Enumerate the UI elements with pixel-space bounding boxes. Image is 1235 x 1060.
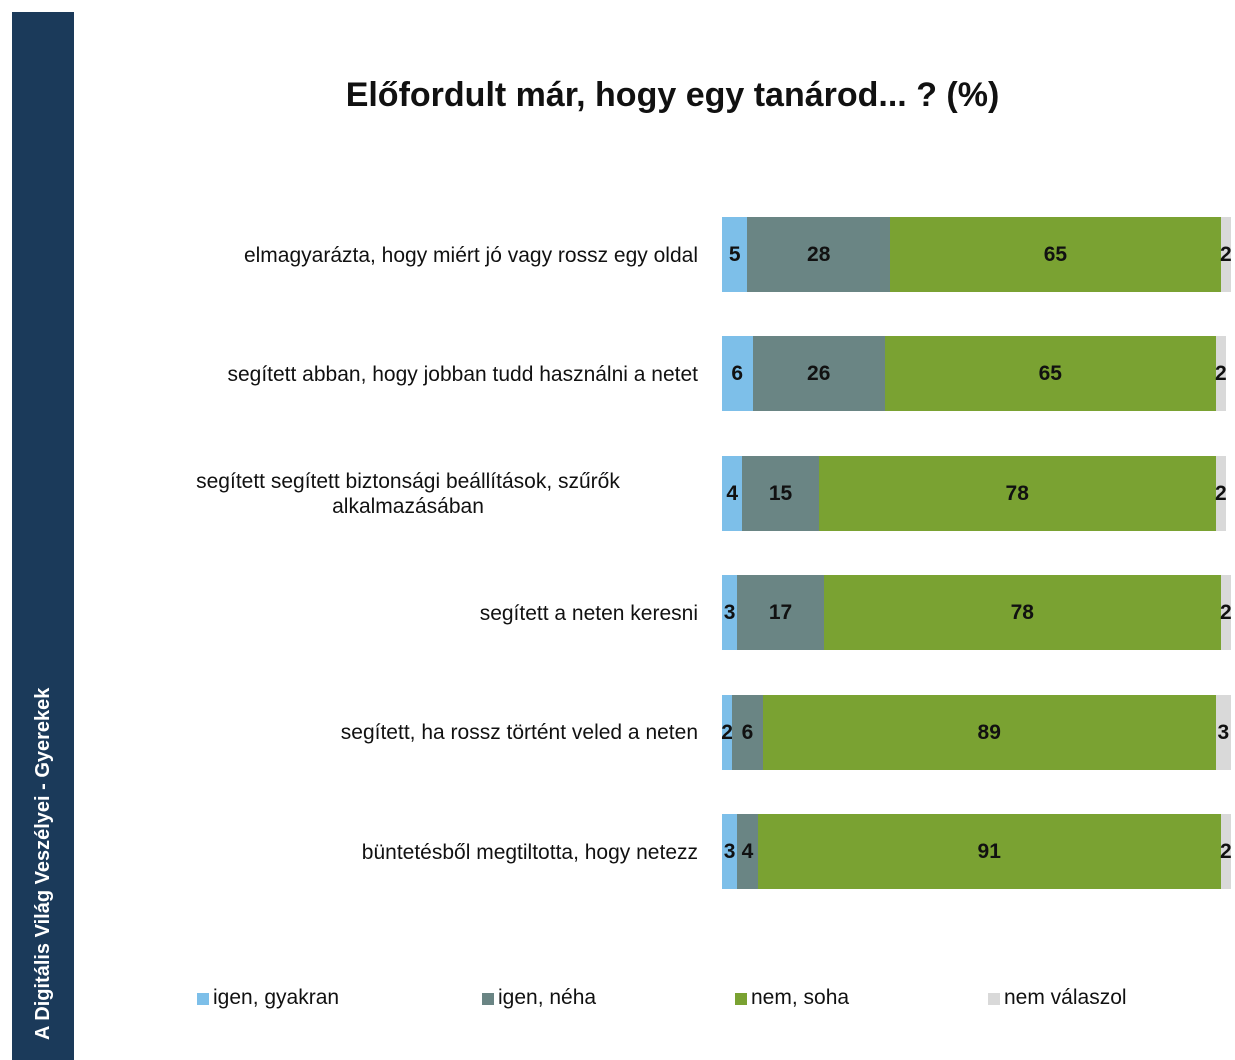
bar-segment [818,455,1216,531]
bar-segment [1220,217,1231,292]
side-banner-text: A Digitális Világ Veszélyei - Gyerekek [32,687,54,1040]
bar-segment [889,217,1221,292]
data-label: 15 [768,481,793,505]
data-label: 2 [1214,362,1227,386]
data-label: 89 [977,720,1001,744]
bar-segment [1220,814,1231,889]
category-label: segített a neten keresni [98,575,698,651]
bar-segment [732,694,763,770]
category-text: segített abban, hogy jobban tudd használ… [227,362,698,386]
category-text: segített segített biztonsági beállítások… [196,469,620,518]
legend-swatch [735,993,747,1005]
data-label: 2 [1214,481,1227,505]
bar-segment [1220,575,1231,651]
legend-label: igen, gyakran [213,986,340,1009]
legend-swatch [197,993,209,1005]
category-label: büntetésből megtiltotta, hogy netezz [98,814,698,890]
legend-label: nem válaszol [1004,986,1127,1009]
category-text: elmagyarázta, hogy miért jó vagy rossz e… [243,243,698,267]
data-label: 2 [1220,601,1232,625]
bar-segment [737,575,824,651]
bar-segment [722,694,733,770]
data-label: 26 [807,362,831,386]
data-label: 65 [1038,362,1062,386]
category-label: elmagyarázta, hogy miért jó vagy rossz e… [98,217,698,293]
legend-swatch [482,993,494,1005]
data-label: 3 [723,840,736,863]
bar-segment [1215,694,1231,770]
data-label: 2 [1220,840,1232,863]
data-label: 5 [728,243,741,266]
category-text: segített, ha rossz történt veled a neten [340,721,698,745]
data-label: 78 [1005,481,1029,505]
legend-swatch [988,993,1000,1005]
bar-segment [737,814,758,889]
bar-segment [752,336,885,412]
data-label: 2 [721,720,733,744]
bar-segment [722,336,753,412]
chart-title: Előfordult már, hogy egy tanárod... ? (%… [345,76,1000,114]
bar-segment [722,575,738,651]
category-text: büntetésből megtiltotta, hogy netezz [361,840,698,864]
data-label: 6 [741,720,754,744]
data-label: 17 [768,601,793,625]
bar-segment [1215,455,1226,531]
category-text: segített a neten keresni [479,601,698,625]
legend-label: nem, soha [751,986,850,1009]
category-label: segített abban, hogy jobban tudd használ… [98,336,698,412]
bar-segment [722,814,738,889]
category-label: segített segített biztonsági beállítások… [98,456,698,532]
category-label: segített, ha rossz történt veled a neten [98,695,698,771]
bar-segment [762,694,1216,770]
data-label: 4 [741,840,754,863]
bar-segment [722,217,748,292]
data-label: 28 [807,243,831,266]
bar-segment [884,336,1216,412]
bar-segment [757,814,1221,889]
data-label: 78 [1010,601,1034,625]
bar-segment [747,217,890,292]
bar-segment [1215,336,1226,412]
legend-label: igen, néha [498,986,597,1009]
side-banner [12,12,74,1060]
data-label: 4 [726,481,739,505]
data-label: 2 [1220,243,1232,266]
data-label: 3 [723,601,736,625]
data-label: 3 [1217,720,1230,744]
bar-segment [823,575,1221,651]
data-label: 91 [977,840,1001,863]
bar-segment [742,455,819,531]
data-label: 6 [731,362,744,386]
bar-segment [722,455,743,531]
data-label: 65 [1043,243,1068,266]
